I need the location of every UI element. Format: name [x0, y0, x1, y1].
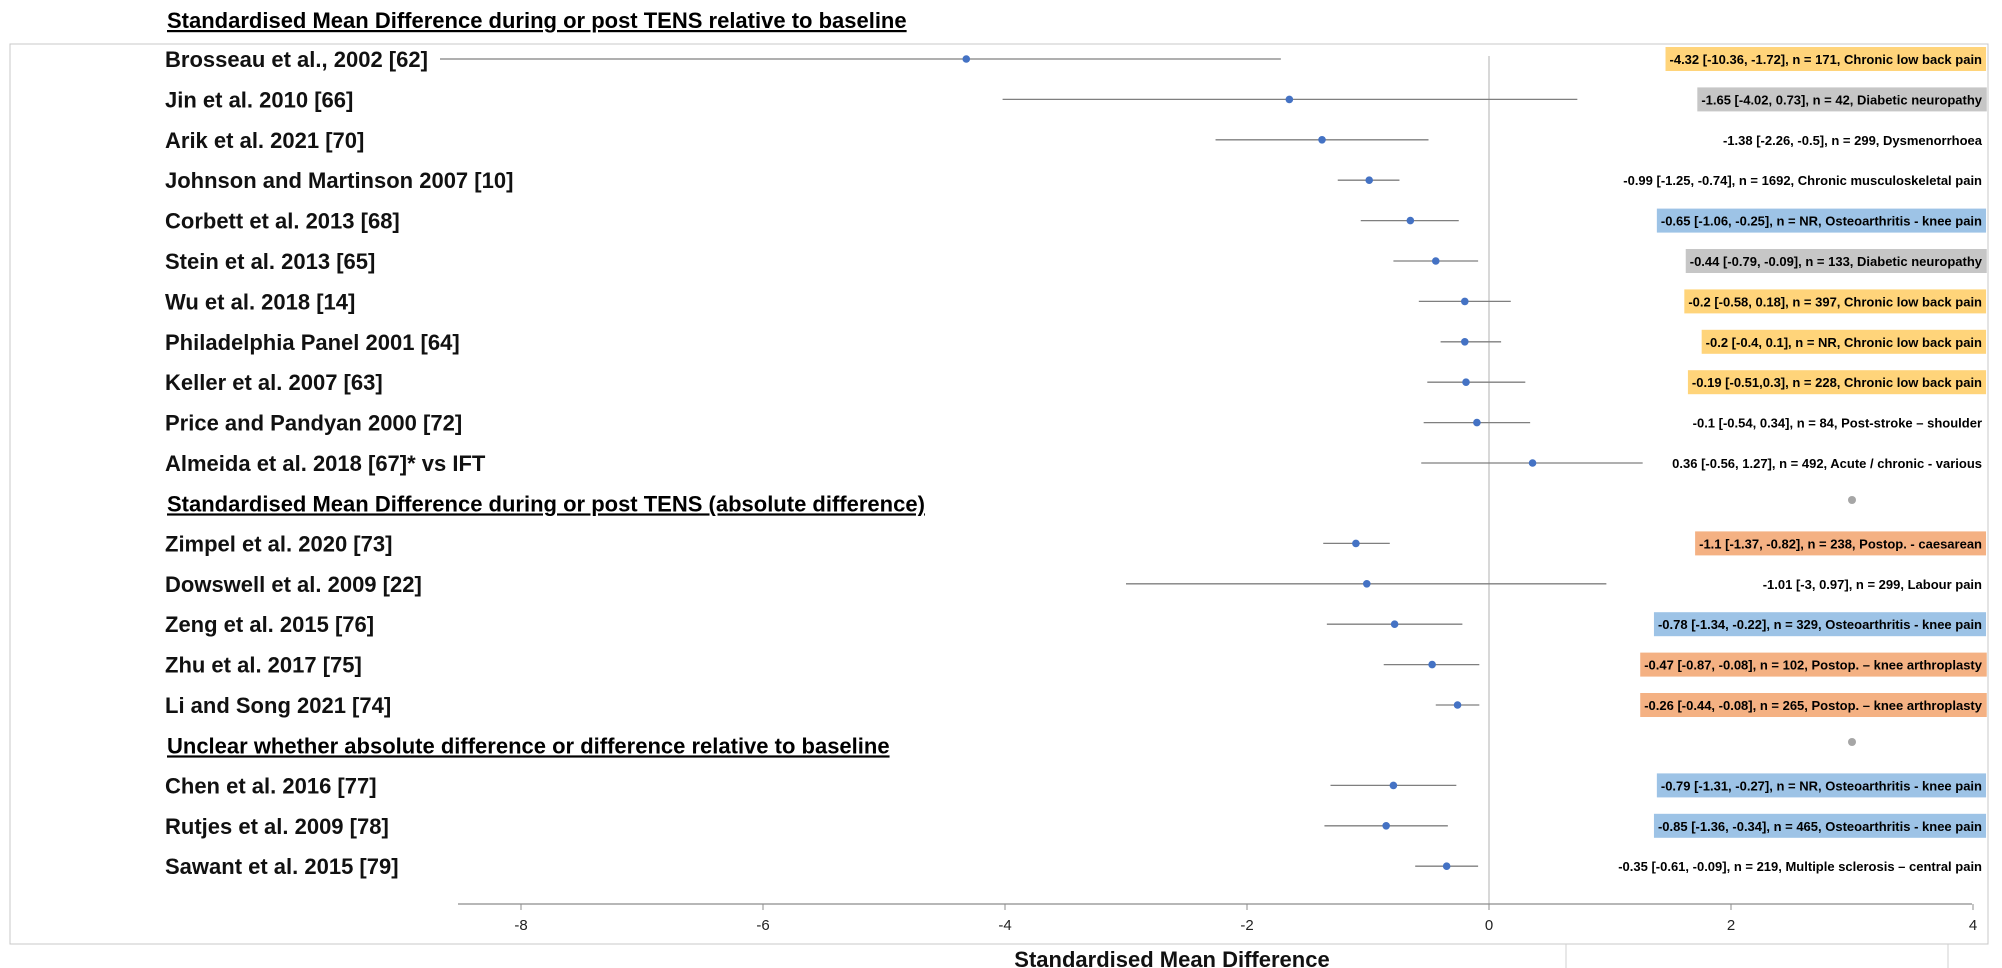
estimate-annotation: -0.2 [-0.58, 0.18], n = 397, Chronic low…: [1688, 294, 1982, 309]
point-estimate: [1461, 338, 1469, 346]
x-tick-label: -2: [1240, 917, 1253, 934]
gap-marker: [1848, 496, 1856, 504]
point-estimate: [1461, 297, 1469, 306]
point-estimate: [962, 55, 971, 63]
estimate-annotation: -0.99 [-1.25, -0.74], n = 1692, Chronic …: [1623, 173, 1982, 188]
estimate-annotation: -0.35 [-0.61, -0.09], n = 219, Multiple …: [1618, 859, 1982, 874]
category-highlight: [1684, 289, 1987, 314]
point-estimate: [1462, 378, 1470, 387]
study-label: Keller et al. 2007 [63]: [165, 370, 383, 395]
estimate-annotation: -1.65 [-4.02, 0.73], n = 42, Diabetic ne…: [1701, 92, 1982, 107]
point-estimate: [1365, 176, 1374, 184]
study-label: Jin et al. 2010 [66]: [165, 87, 353, 112]
point-estimate: [1389, 781, 1398, 790]
x-axis-title: Standardised Mean Difference: [1014, 947, 1329, 968]
section-heading: Standardised Mean Difference during or p…: [167, 491, 925, 516]
estimate-annotation: -0.85 [-1.36, -0.34], n = 465, Osteoarth…: [1658, 819, 1982, 834]
category-highlight: [1687, 370, 1987, 395]
x-tick-label: -6: [756, 917, 769, 934]
estimate-annotation: -1.1 [-1.37, -0.82], n = 238, Postop. - …: [1699, 536, 1982, 551]
study-label: Almeida et al. 2018 [67]* vs IFT: [165, 451, 486, 476]
category-highlight: [1640, 652, 1987, 677]
estimate-annotation: -0.47 [-0.87, -0.08], n = 102, Postop. –…: [1644, 658, 1983, 673]
point-estimate: [1406, 216, 1415, 225]
study-label: Chen et al. 2016 [77]: [165, 773, 377, 798]
estimate-annotation: -0.78 [-1.34, -0.22], n = 329, Osteoarth…: [1658, 617, 1982, 632]
estimate-annotation: -0.19 [-0.51,0.3], n = 228, Chronic low …: [1692, 375, 1982, 390]
x-tick-label: 0: [1485, 917, 1493, 934]
section-heading: Standardised Mean Difference during or p…: [167, 8, 907, 33]
point-estimate: [1352, 539, 1360, 548]
section-heading: Unclear whether absolute difference or d…: [167, 733, 890, 758]
study-label: Zimpel et al. 2020 [73]: [165, 531, 392, 556]
study-label: Rutjes et al. 2009 [78]: [165, 814, 389, 839]
category-highlight: [1656, 773, 1987, 798]
estimate-annotation: -0.1 [-0.54, 0.34], n = 84, Post-stroke …: [1693, 416, 1982, 431]
study-label: Wu et al. 2018 [14]: [165, 289, 355, 314]
category-highlight: [1653, 813, 1987, 838]
category-highlight: [1685, 249, 1987, 273]
study-label: Zhu et al. 2017 [75]: [165, 653, 362, 678]
point-estimate: [1431, 257, 1440, 265]
category-highlight: [1701, 329, 1987, 354]
category-highlight: [1653, 612, 1987, 637]
category-highlight: [1656, 208, 1987, 233]
category-highlight: [1695, 531, 1987, 556]
estimate-annotation: -0.2 [-0.4, 0.1], n = NR, Chronic low ba…: [1706, 335, 1982, 350]
category-highlight: [1640, 693, 1987, 717]
study-label: Sawant et al. 2015 [79]: [165, 854, 399, 879]
point-estimate: [1453, 701, 1462, 709]
study-label: Corbett et al. 2013 [68]: [165, 209, 400, 234]
estimate-annotation: -4.32 [-10.36, -1.72], n = 171, Chronic …: [1670, 52, 1983, 67]
category-highlight: [1697, 87, 1987, 112]
estimate-annotation: -0.44 [-0.79, -0.09], n = 133, Diabetic …: [1690, 254, 1983, 269]
point-estimate: [1285, 95, 1294, 104]
point-estimate: [1318, 136, 1326, 144]
study-label: Zeng et al. 2015 [76]: [165, 612, 374, 637]
estimate-annotation: -0.65 [-1.06, -0.25], n = NR, Osteoarthr…: [1661, 214, 1982, 229]
estimate-annotation: -1.01 [-3, 0.97], n = 299, Labour pain: [1763, 577, 1982, 592]
point-estimate: [1442, 862, 1451, 870]
study-label: Philadelphia Panel 2001 [64]: [165, 330, 460, 355]
study-label: Li and Song 2021 [74]: [165, 693, 391, 718]
point-estimate: [1362, 580, 1371, 588]
study-label: Johnson and Martinson 2007 [10]: [165, 168, 513, 193]
x-tick-label: -4: [998, 917, 1011, 934]
estimate-annotation: -0.26 [-0.44, -0.08], n = 265, Postop. –…: [1644, 698, 1983, 713]
x-tick-label: 4: [1969, 917, 1977, 934]
category-highlight: [1665, 47, 1987, 71]
estimate-annotation: -0.79 [-1.31, -0.27], n = NR, Osteoarthr…: [1661, 778, 1982, 793]
x-tick-label: -8: [514, 917, 527, 934]
point-estimate: [1390, 620, 1399, 628]
study-label: Dowswell et al. 2009 [22]: [165, 572, 422, 597]
estimate-annotation: 0.36 [-0.56, 1.27], n = 492, Acute / chr…: [1672, 456, 1982, 471]
point-estimate: [1382, 822, 1390, 830]
plot-frame: [9, 43, 1989, 945]
gap-marker: [1848, 738, 1856, 746]
point-estimate: [1473, 418, 1481, 427]
estimate-annotation: -1.38 [-2.26, -0.5], n = 299, Dysmenorrh…: [1723, 133, 1983, 148]
study-label: Price and Pandyan 2000 [72]: [165, 411, 462, 436]
x-tick-label: 2: [1727, 917, 1735, 934]
point-estimate: [1428, 660, 1436, 669]
study-label: Arik et al. 2021 [70]: [165, 128, 364, 153]
study-label: Brosseau et al., 2002 [62]: [165, 47, 428, 72]
study-label: Stein et al. 2013 [65]: [165, 249, 375, 274]
point-estimate: [1528, 459, 1537, 467]
